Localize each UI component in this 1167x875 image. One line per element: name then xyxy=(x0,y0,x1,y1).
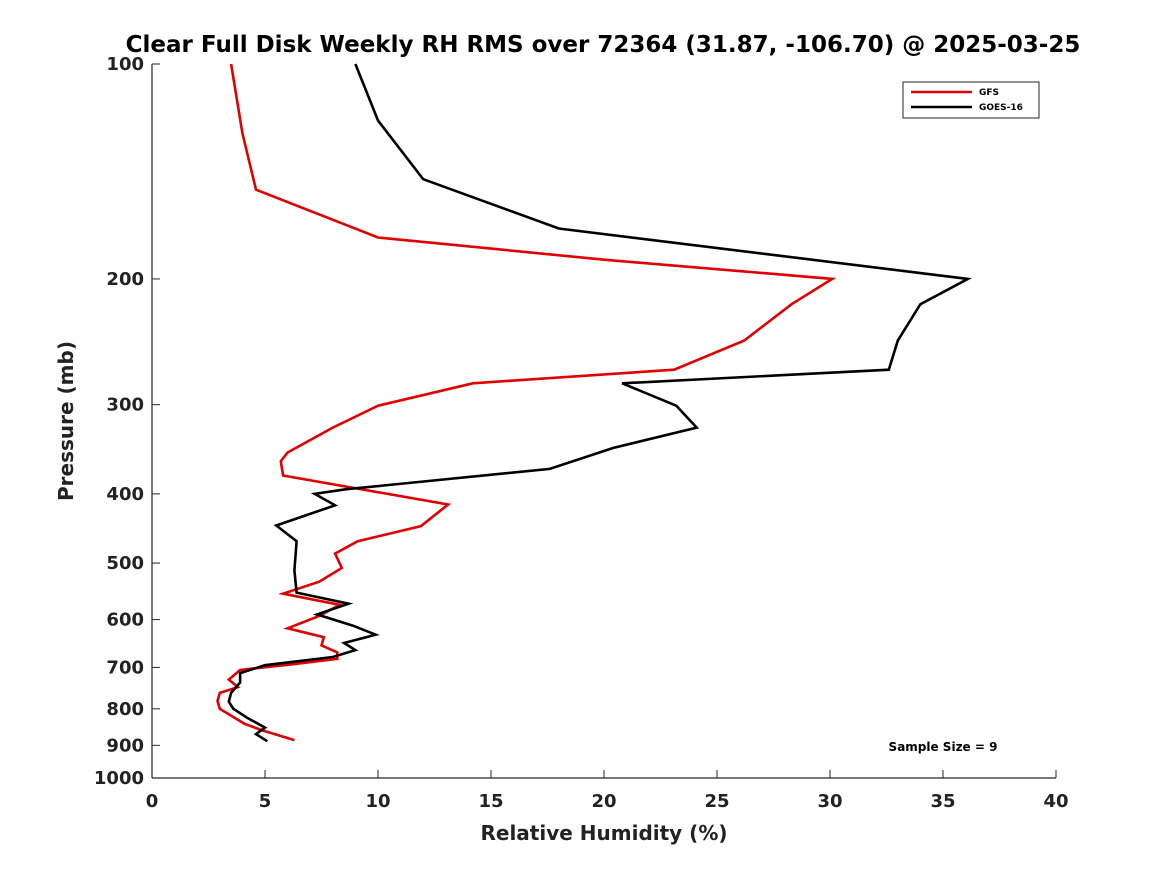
legend: GFS GOES-16 xyxy=(902,81,1040,119)
y-tick-label: 800 xyxy=(106,699,144,720)
legend-box xyxy=(902,81,1040,119)
x-axis-label: Relative Humidity (%) xyxy=(480,821,727,845)
y-tick-label: 200 xyxy=(106,269,144,290)
y-tick-label: 1000 xyxy=(94,768,144,789)
y-tick-label: 100 xyxy=(106,54,144,75)
y-axis-label: Pressure (mb) xyxy=(54,341,78,501)
legend-goes16-label: GOES-16 xyxy=(979,103,1023,113)
x-tick-label: 10 xyxy=(365,791,390,812)
x-tick-label: 0 xyxy=(146,791,159,812)
x-tick-label: 40 xyxy=(1043,791,1068,812)
series-lines xyxy=(216,63,973,743)
y-tick-label: 400 xyxy=(106,484,144,505)
y-tick-label: 500 xyxy=(106,553,144,574)
series-line-gfs xyxy=(216,63,837,742)
x-tick-label: 20 xyxy=(591,791,616,812)
chart-title: Clear Full Disk Weekly RH RMS over 72364… xyxy=(126,32,1081,58)
y-tick-label: 700 xyxy=(106,657,144,678)
x-tick-label: 25 xyxy=(704,791,729,812)
x-tick-label: 15 xyxy=(478,791,503,812)
x-tick-label: 5 xyxy=(259,791,272,812)
y-tick-label: 600 xyxy=(106,610,144,631)
x-tick-label: 35 xyxy=(930,791,955,812)
y-tick-label: 900 xyxy=(106,735,144,756)
x-ticks: 0 5 10 15 20 25 30 35 40 xyxy=(146,770,1069,812)
y-tick-label: 300 xyxy=(106,395,144,416)
legend-gfs-label: GFS xyxy=(979,88,999,98)
x-tick-label: 30 xyxy=(817,791,842,812)
sample-size-annotation: Sample Size = 9 xyxy=(889,740,998,754)
y-ticks: 100 200 300 400 500 600 700 800 900 1000 xyxy=(94,54,160,789)
series-line-goes16 xyxy=(227,63,973,743)
